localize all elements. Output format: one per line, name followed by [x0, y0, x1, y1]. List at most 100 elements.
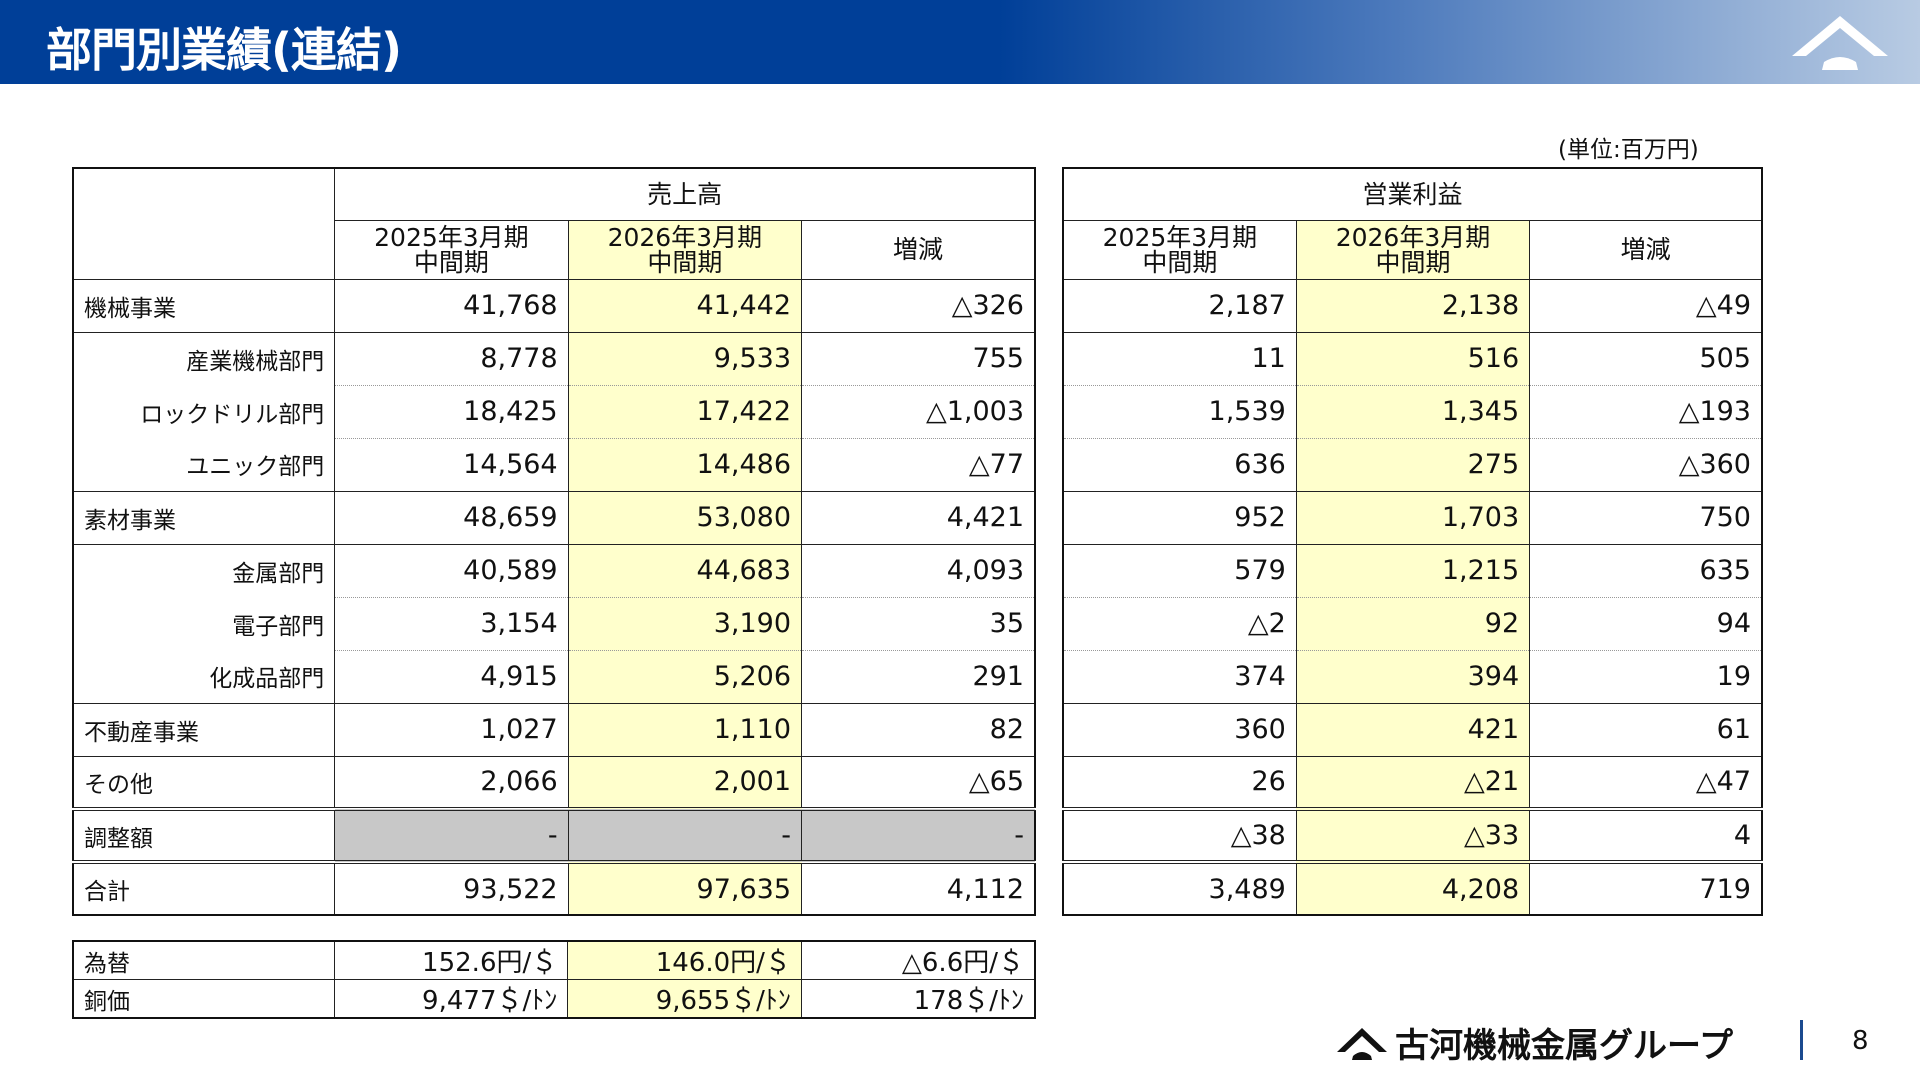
value-cell: 14,564	[334, 437, 569, 491]
value-cell: 40,589	[334, 543, 569, 597]
table-row: 化成品部門 4,915 5,206 291	[72, 649, 1036, 703]
column-header: 増減	[801, 220, 1036, 279]
value-cell: 755	[801, 331, 1036, 385]
value-cell: 9,655＄/ﾄﾝ	[567, 979, 802, 1018]
value-cell: 41,768	[334, 278, 569, 332]
value-cell: 35	[801, 596, 1036, 650]
value-cell: 61	[1529, 702, 1763, 756]
value-cell: 750	[1529, 490, 1763, 544]
table-row: 電子部門 3,154 3,190 35	[72, 596, 1036, 650]
value-cell: △49	[1529, 278, 1763, 332]
value-cell: 4,421	[801, 490, 1036, 544]
value-cell: 421	[1295, 702, 1531, 756]
value-cell: 4,093	[801, 543, 1036, 597]
value-cell: 2,066	[334, 755, 569, 809]
value-cell: -	[567, 807, 803, 862]
group-header: 売上高	[334, 168, 1036, 221]
value-cell: 8,778	[334, 331, 569, 385]
table-row: 579 1,215 635	[1062, 543, 1763, 597]
value-cell: 374	[1062, 649, 1297, 703]
value-cell: 516	[1295, 331, 1531, 385]
value-cell: 11	[1062, 331, 1297, 385]
row-label: 産業機械部門	[72, 331, 336, 385]
company-logo-icon	[1337, 1027, 1387, 1060]
value-cell: 291	[801, 649, 1036, 703]
table-row: 為替 152.6円/＄ 146.0円/＄ △6.6円/＄	[72, 940, 1036, 980]
value-cell: -	[334, 807, 569, 862]
value-cell: △33	[1295, 807, 1531, 862]
header-row: 2025年3月期 中間期 2026年3月期 中間期 増減	[73, 220, 1036, 279]
value-cell: 1,110	[567, 702, 803, 756]
table-row: △2 92 94	[1062, 596, 1763, 650]
row-label: 金属部門	[72, 543, 336, 597]
row-label: 化成品部門	[72, 650, 336, 703]
value-cell: 360	[1062, 702, 1297, 756]
table-row: 3,489 4,208 719	[1062, 860, 1763, 915]
page-title: 部門別業績(連結)	[46, 23, 402, 77]
value-cell: 719	[1529, 860, 1763, 915]
header-row: 2025年3月期 中間期 2026年3月期 中間期 増減	[1062, 220, 1763, 279]
row-label: 不動産事業	[72, 702, 336, 756]
table-row: 952 1,703 750	[1062, 490, 1763, 544]
value-cell: 4,208	[1295, 860, 1531, 915]
value-cell: 3,154	[334, 596, 569, 650]
value-cell: 2,001	[567, 755, 803, 809]
row-label: その他	[72, 755, 336, 809]
value-cell: 2,138	[1295, 278, 1531, 332]
table-row: 機械事業 41,768 41,442 △326	[72, 278, 1036, 332]
value-cell: 17,422	[567, 384, 803, 438]
value-cell: 178＄/ﾄﾝ	[800, 979, 1036, 1018]
value-cell: 18,425	[334, 384, 569, 438]
table-row: 産業機械部門 8,778 9,533 755	[72, 331, 1036, 385]
value-cell: 1,345	[1295, 384, 1531, 438]
value-cell: 579	[1062, 543, 1297, 597]
table-row: 不動産事業 1,027 1,110 82	[72, 702, 1036, 756]
row-label: 素材事業	[72, 490, 336, 544]
value-cell: 1,027	[334, 702, 569, 756]
value-cell: 92	[1295, 596, 1531, 650]
column-header: 2025年3月期 中間期	[1062, 220, 1297, 279]
value-cell: 9,533	[567, 331, 803, 385]
table-row: その他 2,066 2,001 △65	[72, 755, 1036, 809]
value-cell: △193	[1529, 384, 1763, 438]
table-row: 636 275 △360	[1062, 437, 1763, 491]
company-name: 古河機械金属グループ	[1395, 1026, 1733, 1066]
value-cell: △2	[1062, 596, 1297, 650]
footer-divider	[1800, 1020, 1803, 1060]
table-row: 2,187 2,138 △49	[1062, 278, 1763, 332]
column-header: 2026年3月期 中間期	[567, 220, 803, 279]
table-row: 1,539 1,345 △193	[1062, 384, 1763, 438]
table-row: 360 421 61	[1062, 702, 1763, 756]
value-cell: △21	[1295, 755, 1531, 809]
value-cell: 952	[1062, 490, 1297, 544]
value-cell: 275	[1295, 437, 1531, 491]
company-logo-icon	[1792, 16, 1888, 70]
value-cell: 635	[1529, 543, 1763, 597]
header-bar: 部門別業績(連結)	[0, 0, 1920, 84]
row-label: ロックドリル部門	[72, 385, 336, 438]
value-cell: 3,190	[567, 596, 803, 650]
table-row: ユニック部門 14,564 14,486 △77	[72, 437, 1036, 491]
value-cell: 636	[1062, 437, 1297, 491]
row-label: 機械事業	[72, 278, 336, 332]
unit-label: (単位:百万円)	[1558, 137, 1699, 163]
row-label: 合計	[72, 860, 336, 915]
value-cell: -	[801, 807, 1036, 862]
sales-table: 売上高 2025年3月期 中間期 2026年3月期 中間期 増減 機械事業 41,768 4…	[72, 167, 1036, 916]
row-label: 為替	[72, 940, 335, 980]
group-header: 営業利益	[1062, 168, 1763, 221]
table-row: 金属部門 40,589 44,683 4,093	[72, 543, 1036, 597]
header-row: 売上高	[72, 168, 1036, 279]
value-cell: 5,206	[567, 649, 803, 703]
corner-cell	[72, 168, 336, 279]
table-row: 26 △21 △47	[1062, 755, 1763, 809]
column-header: 増減	[1529, 220, 1763, 279]
table-row: 調整額 - - -	[72, 807, 1036, 862]
table-row: ロックドリル部門 18,425 17,422 △1,003	[72, 384, 1036, 438]
value-cell: 152.6円/＄	[333, 940, 569, 980]
value-cell: 1,539	[1062, 384, 1297, 438]
row-label: 電子部門	[72, 597, 336, 650]
value-cell: △1,003	[801, 384, 1036, 438]
value-cell: 14,486	[567, 437, 803, 491]
value-cell: 9,477＄/ﾄﾝ	[333, 979, 569, 1018]
